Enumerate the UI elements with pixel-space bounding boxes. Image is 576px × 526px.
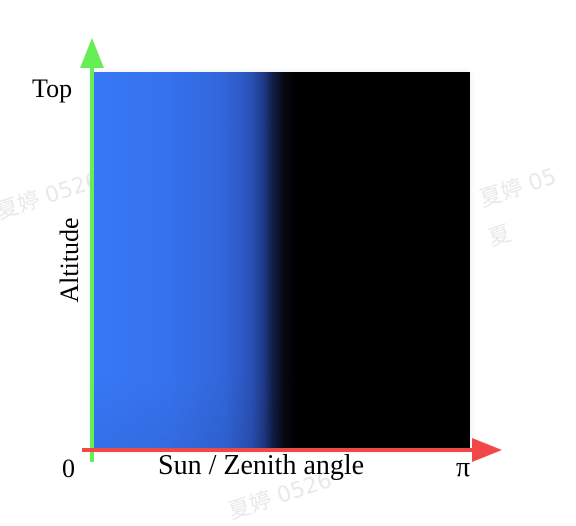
x-axis-arrowhead — [472, 438, 502, 462]
x-axis-start-label: 0 — [62, 454, 75, 483]
y-axis-title: Altitude — [55, 217, 84, 303]
x-axis-end-label: π — [456, 452, 471, 483]
y-axis-arrowhead — [80, 38, 104, 68]
transmittance-lut-panel — [92, 72, 470, 450]
y-axis-top-label: Top — [32, 74, 73, 103]
x-axis-title: Sun / Zenith angle — [158, 450, 365, 481]
